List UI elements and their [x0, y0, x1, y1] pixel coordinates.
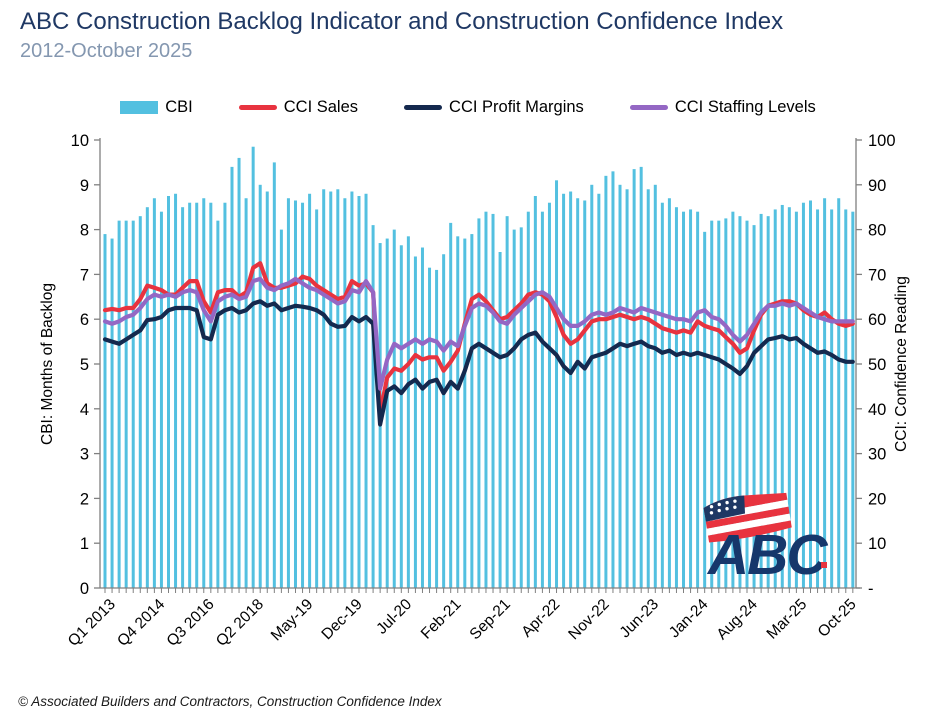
- right-axis-title: CCI: Confidence Reading: [893, 276, 910, 452]
- cbi-swatch-icon: [120, 101, 159, 114]
- legend-label-cbi: CBI: [165, 98, 193, 116]
- svg-text:May-19: May-19: [268, 596, 317, 645]
- left-axis-tick-labels: 0 1 2 3 4 5 6 7 8 9 10: [71, 132, 89, 598]
- svg-text:Feb-21: Feb-21: [418, 596, 465, 643]
- svg-text:2: 2: [80, 490, 89, 508]
- cci-staffing-swatch-icon: [629, 105, 668, 110]
- footer-credit: © Associated Builders and Contractors, C…: [18, 694, 442, 709]
- svg-text:Q4 2014: Q4 2014: [114, 596, 168, 650]
- legend: CBI CCI Sales CCI Profit Margins CCI Sta…: [0, 98, 936, 117]
- page-subtitle: 2012-October 2025: [20, 40, 193, 62]
- cbi-bars: [103, 146, 855, 589]
- page-title: ABC Construction Backlog Indicator and C…: [20, 8, 784, 35]
- svg-text:Q3 2016: Q3 2016: [164, 596, 218, 650]
- cci-sales-line: [102, 261, 855, 416]
- svg-text:70: 70: [868, 266, 886, 284]
- svg-text:20: 20: [868, 490, 886, 508]
- svg-text:Sep-21: Sep-21: [467, 596, 514, 643]
- svg-text:Jun-23: Jun-23: [617, 596, 663, 642]
- svg-text:Q2 2018: Q2 2018: [213, 596, 267, 650]
- svg-text:4: 4: [80, 401, 89, 419]
- legend-label-cci-staffing: CCI Staffing Levels: [674, 98, 816, 116]
- svg-text:Q1 2013: Q1 2013: [65, 596, 119, 650]
- svg-text:3: 3: [80, 446, 89, 464]
- svg-text:Aug-24: Aug-24: [714, 596, 762, 644]
- legend-item-cci-staffing: CCI Staffing Levels: [629, 98, 816, 117]
- axes: [94, 138, 862, 593]
- combo-chart: 0 1 2 3 4 5 6 7 8 9 10 - 10 20 30 40 50 60 70 80 90 100 Q1 201…: [39, 132, 910, 650]
- svg-text:1: 1: [80, 535, 89, 553]
- left-axis-title: CBI: Months of Backlog: [39, 283, 56, 445]
- cci-profit-swatch-icon: [404, 105, 443, 110]
- svg-text:Mar-25: Mar-25: [764, 596, 811, 643]
- svg-text:Jul-20: Jul-20: [373, 596, 415, 638]
- svg-text:5: 5: [80, 356, 89, 374]
- right-axis-tick-labels: - 10 20 30 40 50 60 70 80 90 100: [868, 132, 896, 598]
- svg-text:6: 6: [80, 311, 89, 329]
- cci-sales-swatch-icon: [238, 105, 277, 110]
- svg-text:90: 90: [868, 177, 886, 195]
- svg-text:100: 100: [868, 132, 896, 150]
- svg-text:80: 80: [868, 222, 886, 240]
- svg-text:7: 7: [80, 266, 89, 284]
- legend-label-cci-sales: CCI Sales: [283, 98, 359, 116]
- svg-text:Nov-22: Nov-22: [565, 596, 612, 643]
- svg-text:10: 10: [71, 132, 89, 150]
- legend-label-cci-profit: CCI Profit Margins: [449, 98, 584, 116]
- svg-text:Jan-24: Jan-24: [666, 596, 712, 642]
- svg-text:Apr-22: Apr-22: [518, 596, 563, 641]
- svg-text:30: 30: [868, 446, 886, 464]
- svg-text:Dec-19: Dec-19: [318, 596, 365, 643]
- legend-item-cci-sales: CCI Sales: [238, 98, 359, 117]
- svg-text:9: 9: [80, 177, 89, 195]
- svg-text:10: 10: [868, 535, 886, 553]
- svg-text:Oct-25: Oct-25: [815, 596, 860, 641]
- svg-text:0: 0: [80, 580, 89, 598]
- svg-text:60: 60: [868, 311, 886, 329]
- svg-text:40: 40: [868, 401, 886, 419]
- svg-text:50: 50: [868, 356, 886, 374]
- cci-profit-margins-line: [102, 299, 855, 427]
- legend-item-cbi: CBI: [120, 98, 193, 117]
- cci-staffing-levels-line: [102, 276, 855, 391]
- legend-item-cci-profit: CCI Profit Margins: [404, 98, 584, 117]
- svg-text:-: -: [868, 580, 874, 598]
- svg-text:8: 8: [80, 222, 89, 240]
